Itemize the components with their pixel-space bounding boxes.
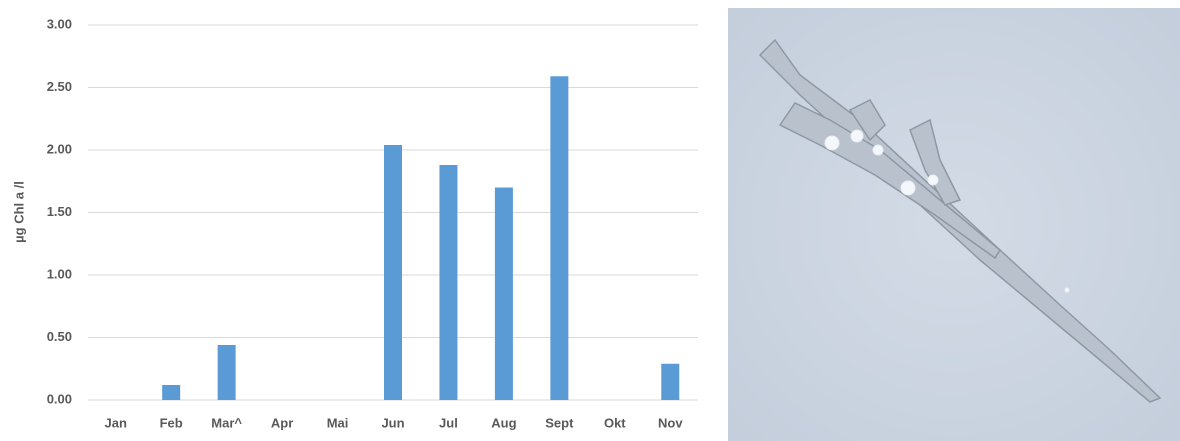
bar	[217, 345, 236, 400]
x-tick-label: Jun	[381, 415, 404, 430]
x-tick-label: Sept	[545, 415, 574, 430]
y-axis-label: µg Chl a /l	[11, 181, 26, 243]
x-tick-label: Okt	[604, 415, 626, 430]
bar	[384, 145, 402, 400]
y-tick-label: 0.00	[47, 391, 72, 406]
bar	[550, 76, 569, 400]
highlights	[824, 129, 1070, 293]
x-tick-label: Nov	[658, 415, 683, 430]
x-tick-label: Mar^	[211, 415, 242, 430]
x-tick-label: Apr	[271, 415, 293, 430]
y-tick-label: 2.50	[47, 79, 72, 94]
y-tick-label: 0.50	[47, 329, 72, 344]
bar	[494, 187, 513, 400]
y-tick-label: 3.00	[47, 16, 72, 31]
bar	[661, 363, 680, 400]
y-tick-label: 1.00	[47, 266, 72, 281]
x-tick-label: Jan	[105, 415, 127, 430]
bar	[439, 165, 458, 400]
bar	[162, 385, 181, 400]
x-tick-label: Feb	[160, 415, 183, 430]
y-tick-label: 2.00	[47, 141, 72, 156]
x-tick-label: Jul	[439, 415, 458, 430]
x-tick-label: Mai	[327, 415, 349, 430]
x-tick-label: Aug	[491, 415, 516, 430]
y-tick-label: 1.50	[47, 204, 72, 219]
micrograph	[728, 8, 1180, 441]
